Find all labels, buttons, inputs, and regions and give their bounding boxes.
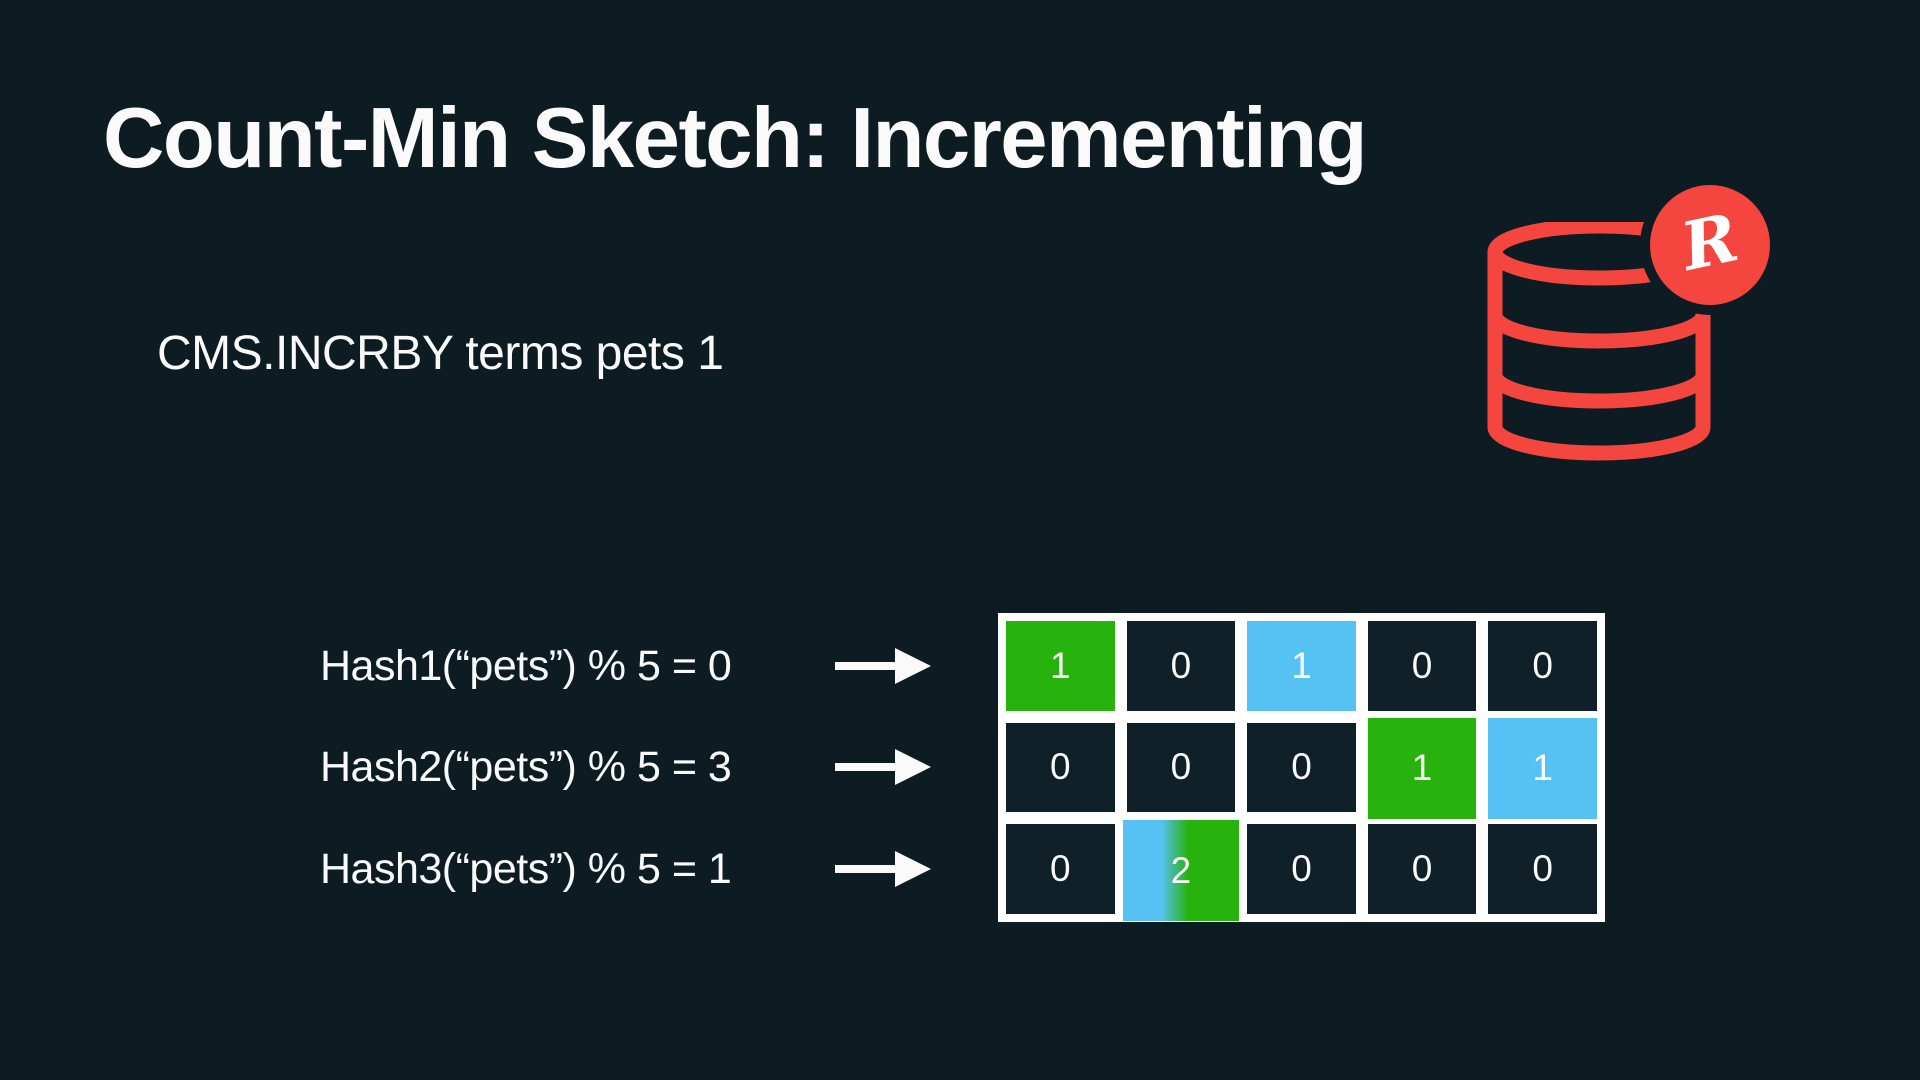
grid-cell-r0-c2: 1 <box>1247 621 1356 711</box>
right-arrow-icon <box>833 646 933 686</box>
hash-label-2: Hash2(“pets”) % 5 = 3 <box>320 742 732 791</box>
grid-cell-r2-c3: 0 <box>1367 824 1477 914</box>
cms-incrby-command: CMS.INCRBY terms pets 1 <box>157 327 724 380</box>
right-arrow-icon <box>833 747 933 787</box>
redis-logo: R <box>1487 185 1787 472</box>
grid-cell-r2-c1: 2 <box>1122 820 1240 921</box>
page-title: Count-Min Sketch: Incrementing <box>103 91 1368 186</box>
grid-cell-r2-c2: 0 <box>1247 824 1356 914</box>
grid-cell-r1-c0: 0 <box>1006 722 1115 813</box>
grid-cell-r0-c1: 0 <box>1126 621 1236 711</box>
redis-badge-icon: R <box>1650 185 1770 305</box>
grid-cell-r2-c0: 0 <box>1006 824 1115 914</box>
grid-cell-r1-c2: 0 <box>1247 722 1356 813</box>
redis-badge-letter: R <box>1674 198 1745 286</box>
hash-label-3: Hash3(“pets”) % 5 = 1 <box>320 844 732 893</box>
grid-cell-r1-c1: 0 <box>1126 722 1236 813</box>
grid-cell-r1-c4: 1 <box>1488 717 1597 820</box>
grid-cell-r0-c4: 0 <box>1488 621 1597 711</box>
grid-cell-r0-c3: 0 <box>1367 621 1477 711</box>
grid-cell-r1-c3: 1 <box>1367 717 1477 820</box>
right-arrow-icon <box>833 849 933 889</box>
grid-cell-r2-c4: 0 <box>1488 824 1597 914</box>
grid-cell-r0-c0: 1 <box>1006 621 1115 711</box>
hash-label-1: Hash1(“pets”) % 5 = 0 <box>320 641 732 690</box>
